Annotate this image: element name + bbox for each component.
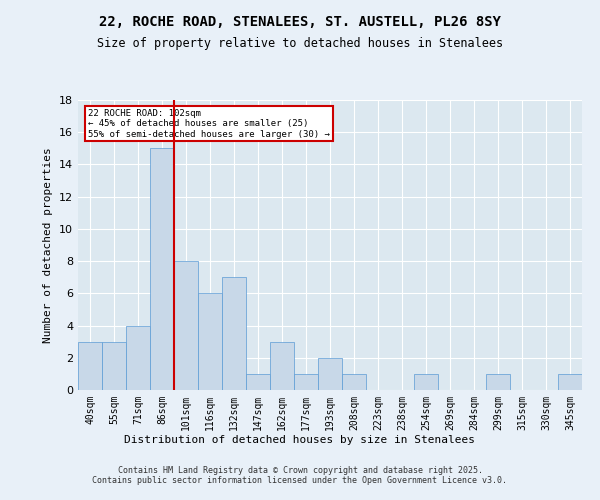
- Bar: [126, 326, 150, 390]
- Bar: [102, 342, 126, 390]
- Text: Distribution of detached houses by size in Stenalees: Distribution of detached houses by size …: [125, 435, 476, 445]
- Bar: [246, 374, 270, 390]
- Bar: [78, 342, 102, 390]
- Bar: [558, 374, 582, 390]
- Bar: [150, 148, 174, 390]
- Bar: [342, 374, 366, 390]
- Bar: [270, 342, 294, 390]
- Bar: [174, 261, 198, 390]
- Bar: [318, 358, 342, 390]
- Bar: [486, 374, 510, 390]
- Text: 22, ROCHE ROAD, STENALEES, ST. AUSTELL, PL26 8SY: 22, ROCHE ROAD, STENALEES, ST. AUSTELL, …: [99, 15, 501, 29]
- Bar: [294, 374, 318, 390]
- Bar: [198, 294, 222, 390]
- Bar: [414, 374, 438, 390]
- Text: Size of property relative to detached houses in Stenalees: Size of property relative to detached ho…: [97, 38, 503, 51]
- Y-axis label: Number of detached properties: Number of detached properties: [43, 147, 53, 343]
- Text: Contains HM Land Registry data © Crown copyright and database right 2025.
Contai: Contains HM Land Registry data © Crown c…: [92, 466, 508, 485]
- Text: 22 ROCHE ROAD: 102sqm
← 45% of detached houses are smaller (25)
55% of semi-deta: 22 ROCHE ROAD: 102sqm ← 45% of detached …: [88, 108, 330, 138]
- Bar: [222, 277, 246, 390]
